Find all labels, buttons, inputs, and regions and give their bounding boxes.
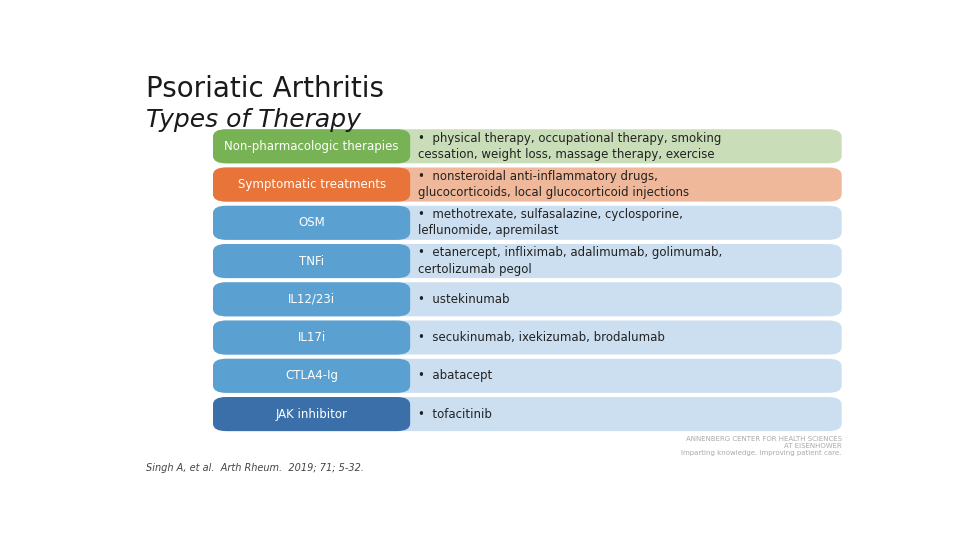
- FancyBboxPatch shape: [213, 359, 410, 393]
- Text: •  ustekinumab: • ustekinumab: [418, 293, 509, 306]
- Text: Symptomatic treatments: Symptomatic treatments: [237, 178, 386, 191]
- Text: certolizumab pegol: certolizumab pegol: [418, 263, 531, 276]
- Text: Non-pharmacologic therapies: Non-pharmacologic therapies: [225, 140, 398, 153]
- FancyBboxPatch shape: [213, 206, 410, 240]
- Text: •  nonsteroidal anti-inflammatory drugs,: • nonsteroidal anti-inflammatory drugs,: [418, 170, 658, 183]
- Text: •  tofacitinib: • tofacitinib: [418, 408, 492, 421]
- Text: Types of Therapy: Types of Therapy: [146, 109, 361, 132]
- Text: Psoriatic Arthritis: Psoriatic Arthritis: [146, 75, 384, 103]
- FancyBboxPatch shape: [213, 244, 842, 278]
- FancyBboxPatch shape: [213, 129, 842, 163]
- FancyBboxPatch shape: [213, 129, 410, 163]
- FancyBboxPatch shape: [213, 321, 410, 355]
- FancyBboxPatch shape: [213, 397, 410, 431]
- Text: •  physical therapy, occupational therapy, smoking: • physical therapy, occupational therapy…: [418, 132, 721, 145]
- Text: IL17i: IL17i: [298, 331, 325, 344]
- FancyBboxPatch shape: [213, 206, 842, 240]
- FancyBboxPatch shape: [213, 167, 842, 201]
- Text: •  methotrexate, sulfasalazine, cyclosporine,: • methotrexate, sulfasalazine, cyclospor…: [418, 208, 683, 221]
- Text: JAK inhibitor: JAK inhibitor: [276, 408, 348, 421]
- FancyBboxPatch shape: [213, 282, 842, 316]
- Text: OSM: OSM: [299, 217, 324, 230]
- FancyBboxPatch shape: [213, 282, 410, 316]
- FancyBboxPatch shape: [213, 321, 842, 355]
- FancyBboxPatch shape: [213, 397, 842, 431]
- Text: •  secukinumab, ixekizumab, brodalumab: • secukinumab, ixekizumab, brodalumab: [418, 331, 664, 344]
- Text: Singh A, et al.  Arth Rheum.  2019; 71; 5-32.: Singh A, et al. Arth Rheum. 2019; 71; 5-…: [146, 463, 364, 473]
- Text: •  etanercept, infliximab, adalimumab, golimumab,: • etanercept, infliximab, adalimumab, go…: [418, 246, 722, 259]
- Text: •  abatacept: • abatacept: [418, 369, 492, 382]
- Text: ANNENBERG CENTER FOR HEALTH SCIENCES
AT EISENHOWER
Imparting knowledge. Improvin: ANNENBERG CENTER FOR HEALTH SCIENCES AT …: [682, 436, 842, 456]
- Text: cessation, weight loss, massage therapy, exercise: cessation, weight loss, massage therapy,…: [418, 148, 714, 161]
- Text: leflunomide, apremilast: leflunomide, apremilast: [418, 225, 558, 238]
- FancyBboxPatch shape: [213, 244, 410, 278]
- Text: CTLA4-Ig: CTLA4-Ig: [285, 369, 338, 382]
- FancyBboxPatch shape: [213, 167, 410, 201]
- Text: IL12/23i: IL12/23i: [288, 293, 335, 306]
- FancyBboxPatch shape: [213, 359, 842, 393]
- Text: glucocorticoids, local glucocorticoid injections: glucocorticoids, local glucocorticoid in…: [418, 186, 688, 199]
- Text: TNFi: TNFi: [299, 254, 324, 267]
